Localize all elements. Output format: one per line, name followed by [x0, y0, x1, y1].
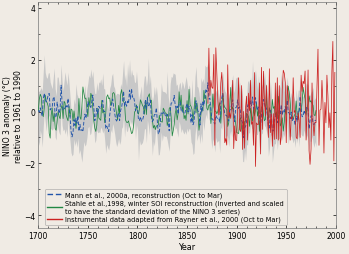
Y-axis label: NINO 3 anomaly (°C)
relative to 1961 to 1990: NINO 3 anomaly (°C) relative to 1961 to … [3, 70, 23, 162]
Legend: Mann et al., 2000a, reconstruction (Oct to Mar), Stahle et al.,1998, winter SOI : Mann et al., 2000a, reconstruction (Oct … [45, 189, 287, 225]
X-axis label: Year: Year [178, 242, 196, 250]
